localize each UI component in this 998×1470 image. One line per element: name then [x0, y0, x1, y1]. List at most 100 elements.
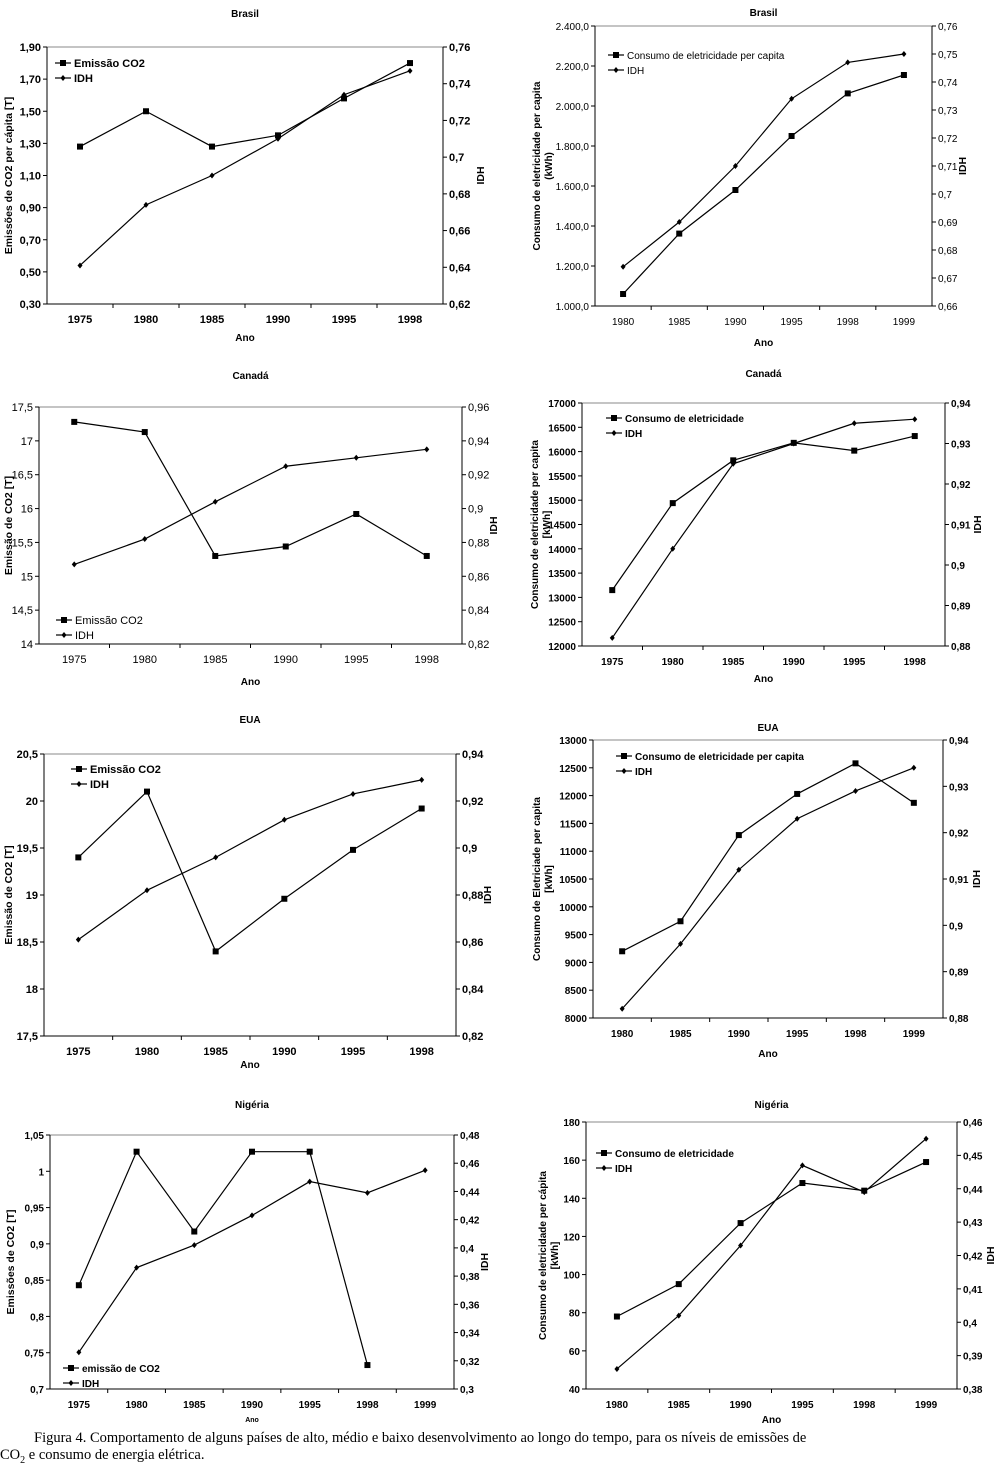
- y2-tick-label: 0,91: [951, 521, 971, 532]
- plot-area: [38, 406, 463, 645]
- y2-tick-label: 0,68: [938, 246, 958, 257]
- y-tick-label: 17: [21, 436, 33, 448]
- y2-tick-label: 0,89: [951, 602, 971, 613]
- y-tick-label: 1.600,0: [556, 182, 590, 193]
- data-point-diamond: [353, 454, 359, 461]
- x-tick-label: 1975: [62, 654, 86, 666]
- x-axis-label: Ano: [240, 1060, 259, 1071]
- y2-axis-label: IDH: [475, 166, 487, 184]
- y-tick-label: 13500: [548, 569, 576, 580]
- series-line-primary: [74, 421, 428, 557]
- y2-tick-label: 0,69: [938, 218, 958, 229]
- figure-4-charts: Brasil 0,30 0,50 0,70 0,90 1,10 1,30 1,50 1,70 1,…: [3, 8, 997, 1426]
- caption-subscript: 2: [20, 1454, 26, 1466]
- x-tick-label: 1998: [398, 314, 422, 326]
- x-tick-label: 1980: [133, 654, 157, 666]
- data-point-diamond: [75, 936, 81, 943]
- legend: emissão de CO2 IDH: [63, 1364, 160, 1390]
- data-point-square: [851, 447, 858, 454]
- y2-tick-label: 0,66: [938, 302, 958, 313]
- legend-marker-square: [60, 60, 66, 66]
- y2-tick-label: 0,66: [449, 226, 470, 238]
- y-tick-label: 120: [563, 1232, 580, 1243]
- y2-tick-label: 0,72: [449, 115, 470, 127]
- data-point-diamond: [213, 854, 219, 861]
- legend-marker-square: [61, 617, 67, 623]
- y-tick-label: 2.400,0: [556, 22, 590, 33]
- y-tick-label: 0,75: [25, 1349, 45, 1360]
- series-line-idh: [79, 70, 411, 266]
- chart-nigeria-co2: Nigéria 0,7 0,75 0,8 0,85 0,9 0,95 1 1,05 0,3 0,32…: [5, 1100, 491, 1424]
- x-tick-label: 1990: [728, 1029, 751, 1040]
- y-axis-label: Emissão de CO2 [T]: [3, 845, 15, 944]
- y2-tick-label: 0,84: [462, 984, 484, 996]
- y-tick-label: 2.000,0: [556, 102, 590, 113]
- data-point-square: [77, 143, 83, 150]
- legend-marker-diamond: [60, 75, 66, 81]
- y-tick-label: 0,7: [30, 1385, 44, 1396]
- y2-tick-label: 0,38: [460, 1272, 480, 1283]
- y-axis-label: Consumo de eletricidade per cápita: [538, 1171, 549, 1340]
- y2-tick-label: 0,94: [462, 749, 484, 761]
- y-axis-label: Consumo de eletricidade per capita: [530, 440, 541, 609]
- y-tick-label: 18,5: [17, 937, 38, 949]
- data-point-square: [900, 72, 907, 78]
- data-point-square: [852, 760, 859, 767]
- data-point-square: [341, 95, 347, 102]
- legend-marker-square: [613, 52, 619, 58]
- data-point-diamond: [670, 545, 676, 552]
- plot-area: [46, 46, 444, 305]
- y-tick-label: 12000: [559, 792, 587, 803]
- legend-label: IDH: [627, 66, 644, 77]
- y-tick-label: 15000: [548, 496, 576, 507]
- y2-tick-label: 0,46: [963, 1118, 983, 1129]
- x-tick-label: 1985: [203, 1046, 227, 1058]
- data-point-diamond: [619, 1005, 625, 1012]
- data-point-diamond: [407, 67, 413, 74]
- x-axis-label: Ano: [762, 1415, 781, 1426]
- y2-tick-label: 0,74: [938, 78, 958, 89]
- legend-marker-diamond: [621, 768, 627, 774]
- caption-line-1: Figura 4. Comportamento de alguns países…: [34, 1430, 807, 1446]
- legend-marker-diamond: [61, 632, 67, 638]
- data-point-diamond: [799, 1162, 805, 1169]
- legend: Consumo de eletricidade per capita IDH: [616, 752, 804, 778]
- y-tick-label: 1.000,0: [556, 302, 590, 313]
- y-tick-label: 1.800,0: [556, 142, 590, 153]
- data-point-diamond: [341, 91, 347, 98]
- series-line-primary: [611, 435, 915, 591]
- data-point-diamond: [191, 1242, 197, 1249]
- data-point-square: [364, 1362, 371, 1369]
- x-tick-label: 1975: [68, 314, 92, 326]
- data-point-diamond: [738, 1242, 744, 1249]
- plot-area: [594, 25, 933, 307]
- x-tick-label: 1998: [415, 654, 439, 666]
- x-tick-label: 1985: [669, 1029, 692, 1040]
- data-point-square: [619, 948, 626, 955]
- y-axis-label: Consumo de eletricidade per capita: [532, 81, 543, 250]
- series-line-primary: [78, 1150, 369, 1366]
- data-point-diamond: [730, 460, 736, 467]
- y2-tick-label: 0,42: [460, 1216, 480, 1227]
- y2-tick-label: 0,3: [460, 1385, 474, 1396]
- y-axis-label: Consumo de Eletriciade per capita: [532, 797, 543, 961]
- x-tick-label: 1980: [662, 657, 685, 668]
- data-point-diamond: [283, 463, 289, 470]
- legend-marker-square: [76, 766, 82, 772]
- y2-axis-label: IDH: [985, 1246, 997, 1264]
- y2-tick-label: 0,68: [449, 189, 470, 201]
- chart-canada-elec: Canadá 12000 12500 13000 13500 14000 14500 1500…: [530, 369, 984, 685]
- data-point-square: [799, 1180, 806, 1187]
- y-tick-label: 12500: [548, 618, 576, 629]
- data-point-diamond: [923, 1135, 929, 1142]
- data-point-diamond: [275, 135, 281, 142]
- legend-label: IDH: [615, 1164, 632, 1175]
- legend-label: Consumo de eletricidade: [615, 1149, 734, 1160]
- data-point-diamond: [71, 561, 77, 568]
- x-tick-label: 1998: [837, 317, 860, 328]
- data-point-diamond: [143, 201, 149, 208]
- y2-tick-label: 0,76: [449, 42, 470, 54]
- y-tick-label: 14000: [548, 545, 576, 556]
- data-point-square: [306, 1148, 313, 1155]
- chart-nigeria-elec: Nigéria 40 60 80 100 120 140 160 180 0,38 0,39 0,4 0…: [538, 1100, 997, 1426]
